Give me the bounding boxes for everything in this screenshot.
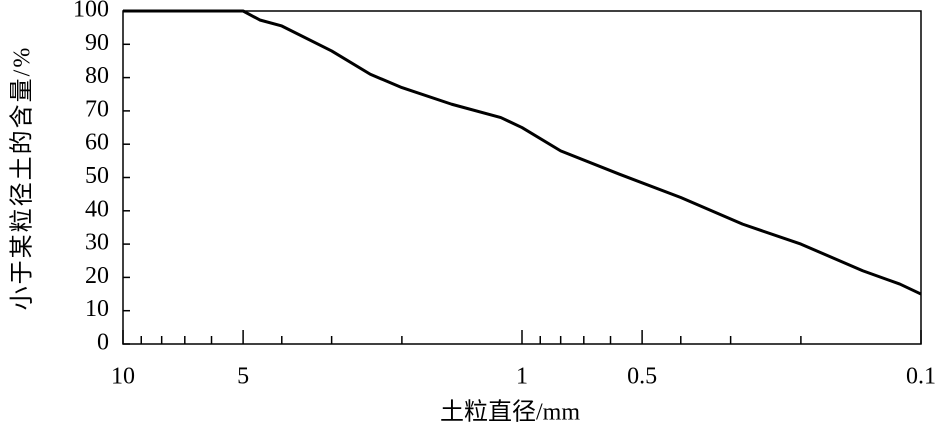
x-axis-label: 土粒直径/mm [440,399,580,426]
y-tick-label: 80 [85,63,109,89]
y-tick-label: 50 [85,163,109,189]
y-tick-label: 10 [85,296,109,322]
y-tick-label: 60 [85,130,109,156]
y-tick-label: 40 [85,196,109,222]
y-tick-label: 0 [97,330,109,356]
x-tick-label: 0.1 [906,364,936,390]
y-axis-label: 小于某粒径土的含量/% [9,46,36,311]
y-tick-label: 30 [85,230,109,256]
x-tick-label: 1 [516,364,528,390]
x-tick-label: 10 [111,364,135,390]
data-line [123,9,922,296]
y-tick-label: 70 [85,96,109,122]
y-tick-label: 90 [85,30,109,56]
y-tick-label: 20 [85,263,109,289]
x-tick-label: 5 [237,364,249,390]
x-tick-label: 0.5 [627,364,657,390]
y-tick-label: 100 [73,0,109,23]
plot-frame [122,10,922,345]
